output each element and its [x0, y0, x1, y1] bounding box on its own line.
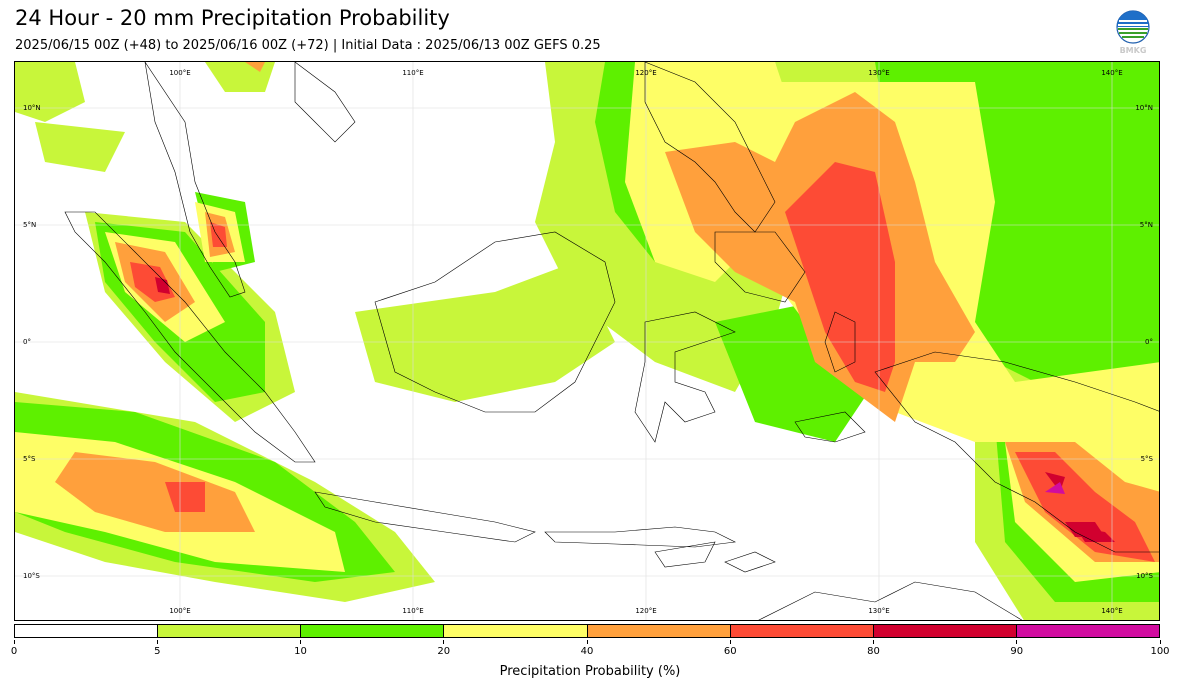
lon-label: 120°E — [635, 69, 656, 77]
lon-label: 140°E — [1101, 607, 1122, 615]
lat-label: 10°S — [1136, 572, 1153, 580]
bmkg-logo: BMKG — [1116, 10, 1150, 55]
coastlines — [64, 62, 1159, 620]
longitude-labels-top: 100°E 110°E 120°E 130°E 140°E — [169, 69, 1122, 77]
lat-label: 5°S — [1141, 455, 1154, 463]
longitude-labels-bottom: 100°E 110°E 120°E 130°E 140°E — [169, 607, 1122, 615]
lon-label: 130°E — [868, 607, 889, 615]
colorbar-tick — [156, 640, 158, 644]
colorbar-tick-label: 60 — [723, 646, 737, 657]
colorbar-tick-label: 5 — [154, 646, 161, 657]
colorbar-segment — [730, 625, 874, 637]
colorbar-tick — [729, 640, 731, 644]
colorbar-segment — [158, 625, 302, 637]
lat-label: 10°N — [1135, 104, 1153, 112]
map-title: 24 Hour - 20 mm Precipitation Probabilit… — [15, 6, 450, 30]
colorbar-tick-label: 100 — [1150, 646, 1170, 657]
colorbar-segment — [444, 625, 588, 637]
lat-label: 10°N — [23, 104, 41, 112]
colorbar-tick-label: 40 — [580, 646, 594, 657]
colorbar-tick — [586, 640, 588, 644]
colorbar-segment — [15, 625, 159, 637]
lat-label: 10°S — [23, 572, 40, 580]
colorbar — [14, 624, 1160, 638]
lon-label: 140°E — [1101, 69, 1122, 77]
lon-label: 120°E — [635, 607, 656, 615]
probability-fields — [15, 62, 1159, 620]
colorbar-tick-label: 10 — [294, 646, 307, 657]
precipitation-map: 100°E 110°E 120°E 130°E 140°E 100°E 110°… — [14, 61, 1160, 621]
colorbar-segment — [873, 625, 1017, 637]
colorbar-segment — [301, 625, 445, 637]
colorbar-tick — [873, 640, 874, 644]
logo-text: BMKG — [1120, 46, 1147, 55]
colorbar-tick — [1016, 640, 1018, 644]
lat-label: 0° — [1145, 338, 1153, 346]
colorbar-tick-label: 0 — [10, 646, 18, 657]
lon-label: 110°E — [402, 607, 423, 615]
colorbar-tick-label: 90 — [1010, 646, 1024, 657]
colorbar-tick-label: 20 — [437, 646, 451, 657]
map-canvas: 100°E 110°E 120°E 130°E 140°E 100°E 110°… — [15, 62, 1159, 620]
colorbar-tick — [13, 640, 15, 644]
colorbar-segment — [587, 625, 731, 637]
colorbar-tick — [443, 640, 445, 644]
colorbar-tick-label: 80 — [867, 646, 880, 657]
lat-label: 5°N — [23, 221, 36, 229]
colorbar-title: Precipitation Probability (%) — [499, 664, 681, 679]
lat-label: 5°S — [23, 455, 36, 463]
lon-label: 130°E — [868, 69, 889, 77]
lat-label: 0° — [23, 338, 31, 346]
latitude-labels-right: 10°N 5°N 0° 5°S 10°S — [1135, 104, 1153, 580]
colorbar-tick — [1159, 640, 1161, 644]
lat-label: 5°N — [1140, 221, 1153, 229]
lon-label: 100°E — [169, 607, 190, 615]
colorbar-tick — [300, 640, 301, 644]
lon-label: 110°E — [402, 69, 423, 77]
gridlines — [15, 62, 1159, 620]
colorbar-segment — [1016, 625, 1159, 637]
map-subtitle: 2025/06/15 00Z (+48) to 2025/06/16 00Z (… — [15, 38, 601, 53]
latitude-labels-left: 10°N 5°N 0° 5°S 10°S — [23, 104, 41, 580]
lon-label: 100°E — [169, 69, 190, 77]
